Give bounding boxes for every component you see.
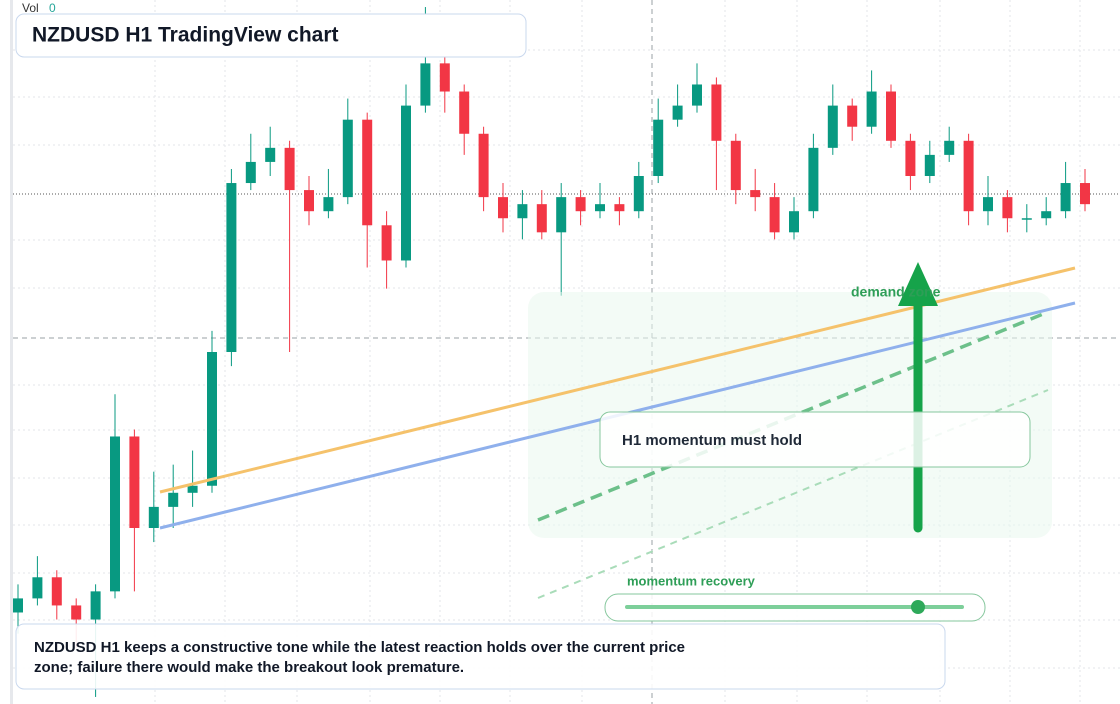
candle-body (1060, 183, 1071, 212)
gauge-knob (911, 600, 925, 614)
candle-body (381, 225, 392, 261)
arrow-head (898, 262, 938, 306)
candle-body (827, 105, 838, 148)
candle-body (633, 176, 644, 212)
candle-body (498, 197, 508, 219)
candle-body (51, 577, 62, 606)
candle-body (439, 63, 450, 92)
candle-body (556, 197, 567, 233)
callout-text: H1 momentum must hold (622, 432, 802, 449)
candle-body (672, 105, 683, 120)
candle-body (1002, 197, 1013, 219)
title-box (15, 13, 527, 58)
candle-body (226, 183, 237, 352)
note-line: zone; failure there would make the break… (34, 659, 464, 676)
callout-box (599, 411, 1031, 468)
left-edge (10, 0, 13, 704)
candle-body (1041, 211, 1052, 219)
candle-body (905, 140, 916, 176)
candle-body (692, 84, 702, 106)
candle-body (1080, 183, 1090, 205)
title: NZDUSD H1 TradingView chart (32, 24, 339, 47)
candle-body (129, 436, 140, 528)
candle-body (32, 577, 43, 599)
candle-body (614, 204, 625, 212)
vol-label: Vol (22, 1, 39, 15)
note-box (15, 623, 946, 690)
candle-body (944, 140, 955, 155)
candle-body (168, 492, 179, 507)
candle-body (924, 154, 935, 176)
gauge-label: momentum recovery (627, 573, 756, 588)
candle-body (711, 84, 722, 141)
candle-body (653, 119, 664, 176)
candle-body (478, 133, 489, 198)
candle-body (245, 161, 256, 184)
candles (13, 7, 1090, 697)
candle-body (847, 105, 858, 127)
candle-body (401, 105, 411, 261)
candle-body (284, 147, 295, 191)
candle-body (110, 436, 120, 592)
candle-body (207, 352, 217, 486)
candle-body (769, 197, 780, 233)
candle-body (595, 204, 605, 212)
candle-body (265, 147, 276, 162)
candle-body (362, 119, 373, 226)
candle-body (323, 197, 334, 212)
zone-label: demand zone (851, 284, 941, 300)
candle-body (187, 485, 198, 493)
candle-body (459, 91, 470, 134)
candle-body (71, 605, 82, 620)
candle-body (789, 211, 799, 233)
candle-body (808, 147, 819, 212)
candle-body (304, 190, 314, 212)
candle-body (342, 119, 353, 198)
candle-body (750, 190, 761, 198)
candle-body (1021, 218, 1032, 220)
candle-body (536, 204, 547, 233)
candle-body (866, 91, 877, 127)
candle-body (90, 591, 101, 620)
candle-body (420, 63, 431, 106)
candle-body (886, 91, 896, 141)
drawings: demand zone H1 momentum must hold moment… (159, 262, 1076, 622)
candle-body (730, 140, 741, 191)
note-line: NZDUSD H1 keeps a constructive tone whil… (34, 639, 685, 656)
candle-body (13, 598, 23, 613)
candle-body (517, 204, 528, 219)
candle-body (963, 140, 974, 212)
candle-body (575, 197, 586, 212)
vol-value: 0 (49, 1, 56, 15)
candle-body (148, 506, 159, 528)
candle-body (983, 197, 993, 212)
